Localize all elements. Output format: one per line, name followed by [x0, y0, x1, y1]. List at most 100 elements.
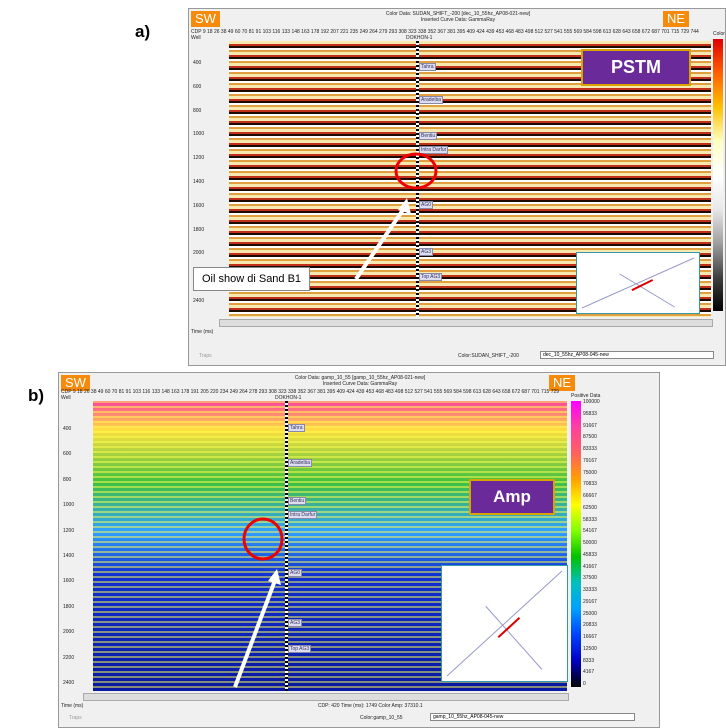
section-line: [631, 279, 654, 292]
well-label: Well: [61, 395, 71, 401]
traps-checkbox[interactable]: Traps: [69, 715, 82, 721]
colorbar-label: 70833: [583, 481, 597, 488]
colorbar-label: 83333: [583, 446, 597, 452]
colorbar-label: 87500: [583, 434, 597, 441]
attribute-badge: PSTM: [581, 49, 691, 86]
well-top: Top AG3: [288, 644, 312, 653]
arrow-head: [268, 569, 281, 585]
colorbar-label: 20833: [583, 622, 597, 629]
basemap-inset: [441, 565, 568, 682]
traps-checkbox[interactable]: Traps: [199, 353, 212, 359]
well-log: [285, 401, 288, 691]
scrollbar[interactable]: [83, 693, 569, 701]
well-name: DOKHON-1: [406, 35, 433, 41]
colorbar-label: 4167: [583, 669, 595, 676]
well-top: AG0: [288, 569, 303, 578]
depth-label: 1400: [193, 179, 205, 185]
line-trace: [619, 273, 675, 308]
attribute-badge: Amp: [469, 479, 555, 515]
arrow: [233, 574, 279, 688]
data-dropdown[interactable]: gamp_10_55hz_AP08-045-new: [430, 713, 635, 721]
panel-label: b): [28, 386, 45, 405]
header-text: Inserted Curve Data: GammaRay: [322, 381, 398, 387]
line-trace: [446, 570, 563, 677]
depth-label: 1000: [193, 131, 205, 138]
colorbar-label: 54167: [583, 528, 597, 535]
header-text: Color Data: gamp_10_55 [gamp_10_55hz_AP0…: [294, 375, 426, 381]
line-trace: [581, 257, 695, 309]
depth-label: 1000: [63, 502, 75, 509]
well-top: Aradeiba: [419, 96, 444, 105]
cdp-row: CDP 9 18 26 38 49 60 70 81 91 103 116 13…: [61, 389, 560, 395]
depth-label: 2000: [193, 250, 205, 257]
section-line: [497, 617, 521, 639]
highlight-circle: [394, 152, 438, 190]
colorbar: [713, 39, 723, 311]
depth-label: 1200: [193, 155, 205, 162]
well-top: AG3: [288, 618, 303, 627]
callout-box: Oil show di Sand B1: [193, 267, 311, 291]
depth-label: 400: [193, 60, 202, 66]
well-log: [416, 41, 419, 317]
well-top: Tahra: [288, 424, 305, 433]
well-top: Bentiu: [288, 496, 307, 505]
colorbar-label: 79167: [583, 457, 597, 464]
depth-label: 1400: [63, 553, 75, 559]
well-top: Bentiu: [419, 132, 438, 141]
header-text: Inserted Curve Data: GammaRay: [420, 17, 496, 23]
depth-label: 2200: [63, 654, 75, 661]
basemap: [581, 257, 695, 309]
annotations: [233, 517, 284, 688]
panel-label: a): [135, 22, 151, 41]
ne-tag: NE: [663, 11, 690, 27]
colorbar-label: 75000: [583, 469, 597, 476]
well-top: Intra Darfur: [419, 145, 449, 154]
depth-label: 800: [63, 476, 72, 483]
well-top: AG3: [419, 248, 434, 256]
well-top: Top AG3: [419, 272, 443, 281]
colorbar-label: 25000: [583, 610, 597, 617]
highlight-circle: [242, 517, 284, 561]
colorbar-title: Positive Data: [571, 393, 601, 399]
colorbar-label: 0: [583, 681, 586, 687]
depth-label: 1200: [63, 527, 75, 534]
well-top: Intra Darfur: [288, 511, 318, 520]
data-dropdown[interactable]: dec_10_55hz_AP08-045-new: [540, 351, 715, 359]
basemap: [446, 570, 563, 677]
arrow-head: [398, 198, 411, 214]
colorbar-label: 16667: [583, 634, 597, 640]
depth-label: 1800: [63, 603, 75, 610]
colorbar-title: Color Va: [713, 31, 725, 37]
colorbar-label: 58333: [583, 516, 597, 523]
depth-label: 600: [63, 451, 72, 458]
colorbar-label: 91667: [583, 422, 597, 429]
time-axis-label: Time (ms): [61, 703, 84, 709]
colorbar-label: 66667: [583, 493, 597, 499]
well-top: AG0: [419, 201, 434, 210]
well-top: Aradeiba: [288, 459, 313, 467]
status-text: CDP: 420 Time (ms): 1749 Color Amp: 3731…: [317, 703, 423, 709]
depth-label: 2400: [63, 680, 75, 686]
colorbar-label: 95833: [583, 410, 597, 417]
annotations: [354, 152, 438, 281]
scrollbar[interactable]: [219, 319, 713, 327]
ne-tag: NE: [549, 375, 576, 391]
depth-label: 1600: [193, 202, 205, 209]
time-axis-label: Time (ms): [191, 329, 214, 335]
colorbar-label: 62500: [583, 504, 597, 511]
depth-label: 600: [193, 83, 202, 90]
colorbar-label: 12500: [583, 645, 597, 652]
colorbar-label: 37500: [583, 575, 597, 582]
colorbar-label: 100000: [583, 399, 600, 405]
color-checkbox[interactable]: Color:SUDAN_SHIFT_-200: [458, 353, 519, 359]
cdp-row: CDP 9 18 26 38 49 60 70 81 91 103 116 13…: [191, 29, 699, 35]
header-text: Color Data: SUDAN_SHIFT_-200 [dec_10_55h…: [385, 11, 531, 17]
depth-label: 1800: [193, 226, 205, 233]
color-checkbox[interactable]: Color:gamp_10_55: [360, 715, 403, 721]
depth-label: 1600: [63, 578, 75, 585]
line-trace: [485, 605, 543, 670]
colorbar-label: 8333: [583, 657, 595, 664]
basemap-inset: [576, 252, 700, 314]
well-label: Well: [191, 35, 201, 41]
